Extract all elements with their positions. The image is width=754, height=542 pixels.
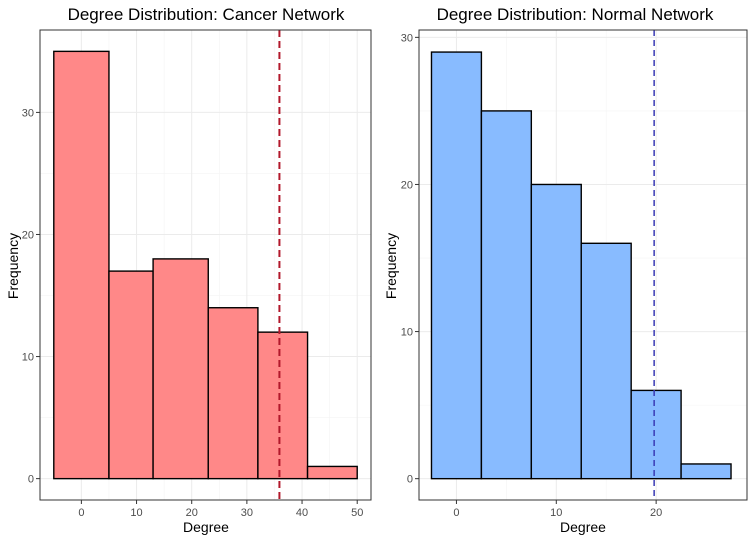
cancer-y-tick-label: 20 [22, 229, 34, 241]
normal-chart-title: Degree Distribution: Normal Network [437, 5, 714, 24]
cancer-histogram-bar [207, 307, 259, 480]
normal-plot-area: 0 10 20 30 0 10 20 [401, 29, 748, 519]
cancer-chart-title: Degree Distribution: Cancer Network [68, 5, 345, 24]
cancer-x-tick-label: 0 [78, 507, 84, 519]
cancer-x-tick-label: 30 [241, 507, 253, 519]
normal-x-tick-label: 10 [550, 507, 562, 519]
normal-x-tick-label: 20 [650, 507, 662, 519]
normal-histogram-bar [630, 389, 682, 480]
cancer-histogram-bar [152, 258, 209, 480]
cancer-y-tick-label: 10 [22, 352, 34, 364]
normal-network-panel: 0 10 20 30 0 10 20 Degree Distribution: Normal… [383, 5, 748, 535]
normal-x-tick-label: 0 [453, 507, 459, 519]
normal-y-tick-label: 0 [407, 474, 413, 486]
normal-histogram-bar [530, 183, 582, 480]
normal-y-tick-label: 10 [401, 327, 413, 339]
normal-y-tick-label: 20 [401, 179, 413, 191]
normal-histogram-bar [680, 463, 732, 480]
cancer-network-panel: 0 10 20 30 0 10 20 30 40 50 Degree Distribution: … [5, 5, 372, 535]
cancer-histogram-bar [306, 465, 358, 480]
cancer-histogram-bar [108, 270, 154, 480]
normal-x-axis-title: Degree [560, 519, 606, 535]
normal-panel-border [418, 29, 748, 501]
normal-y-axis-title: Frequency [383, 233, 399, 299]
cancer-y-tick-label: 30 [22, 107, 34, 119]
cancer-histogram-bar [53, 50, 110, 480]
cancer-x-tick-label: 20 [186, 507, 198, 519]
cancer-plot-area: 0 10 20 30 0 10 20 30 40 50 [22, 29, 372, 519]
cancer-y-tick-label: 0 [28, 474, 34, 486]
normal-y-tick-label: 30 [401, 32, 413, 44]
cancer-x-axis-title: Degree [183, 519, 229, 535]
normal-histogram-bar [430, 51, 483, 480]
cancer-panel-border [39, 29, 372, 501]
normal-histogram-bar [480, 110, 533, 480]
cancer-y-axis-title: Frequency [5, 233, 21, 299]
normal-histogram-bar [580, 242, 632, 480]
cancer-histogram-bar [257, 331, 309, 480]
cancer-x-tick-label: 50 [351, 507, 363, 519]
cancer-x-tick-label: 10 [130, 507, 142, 519]
cancer-x-tick-label: 40 [296, 507, 308, 519]
